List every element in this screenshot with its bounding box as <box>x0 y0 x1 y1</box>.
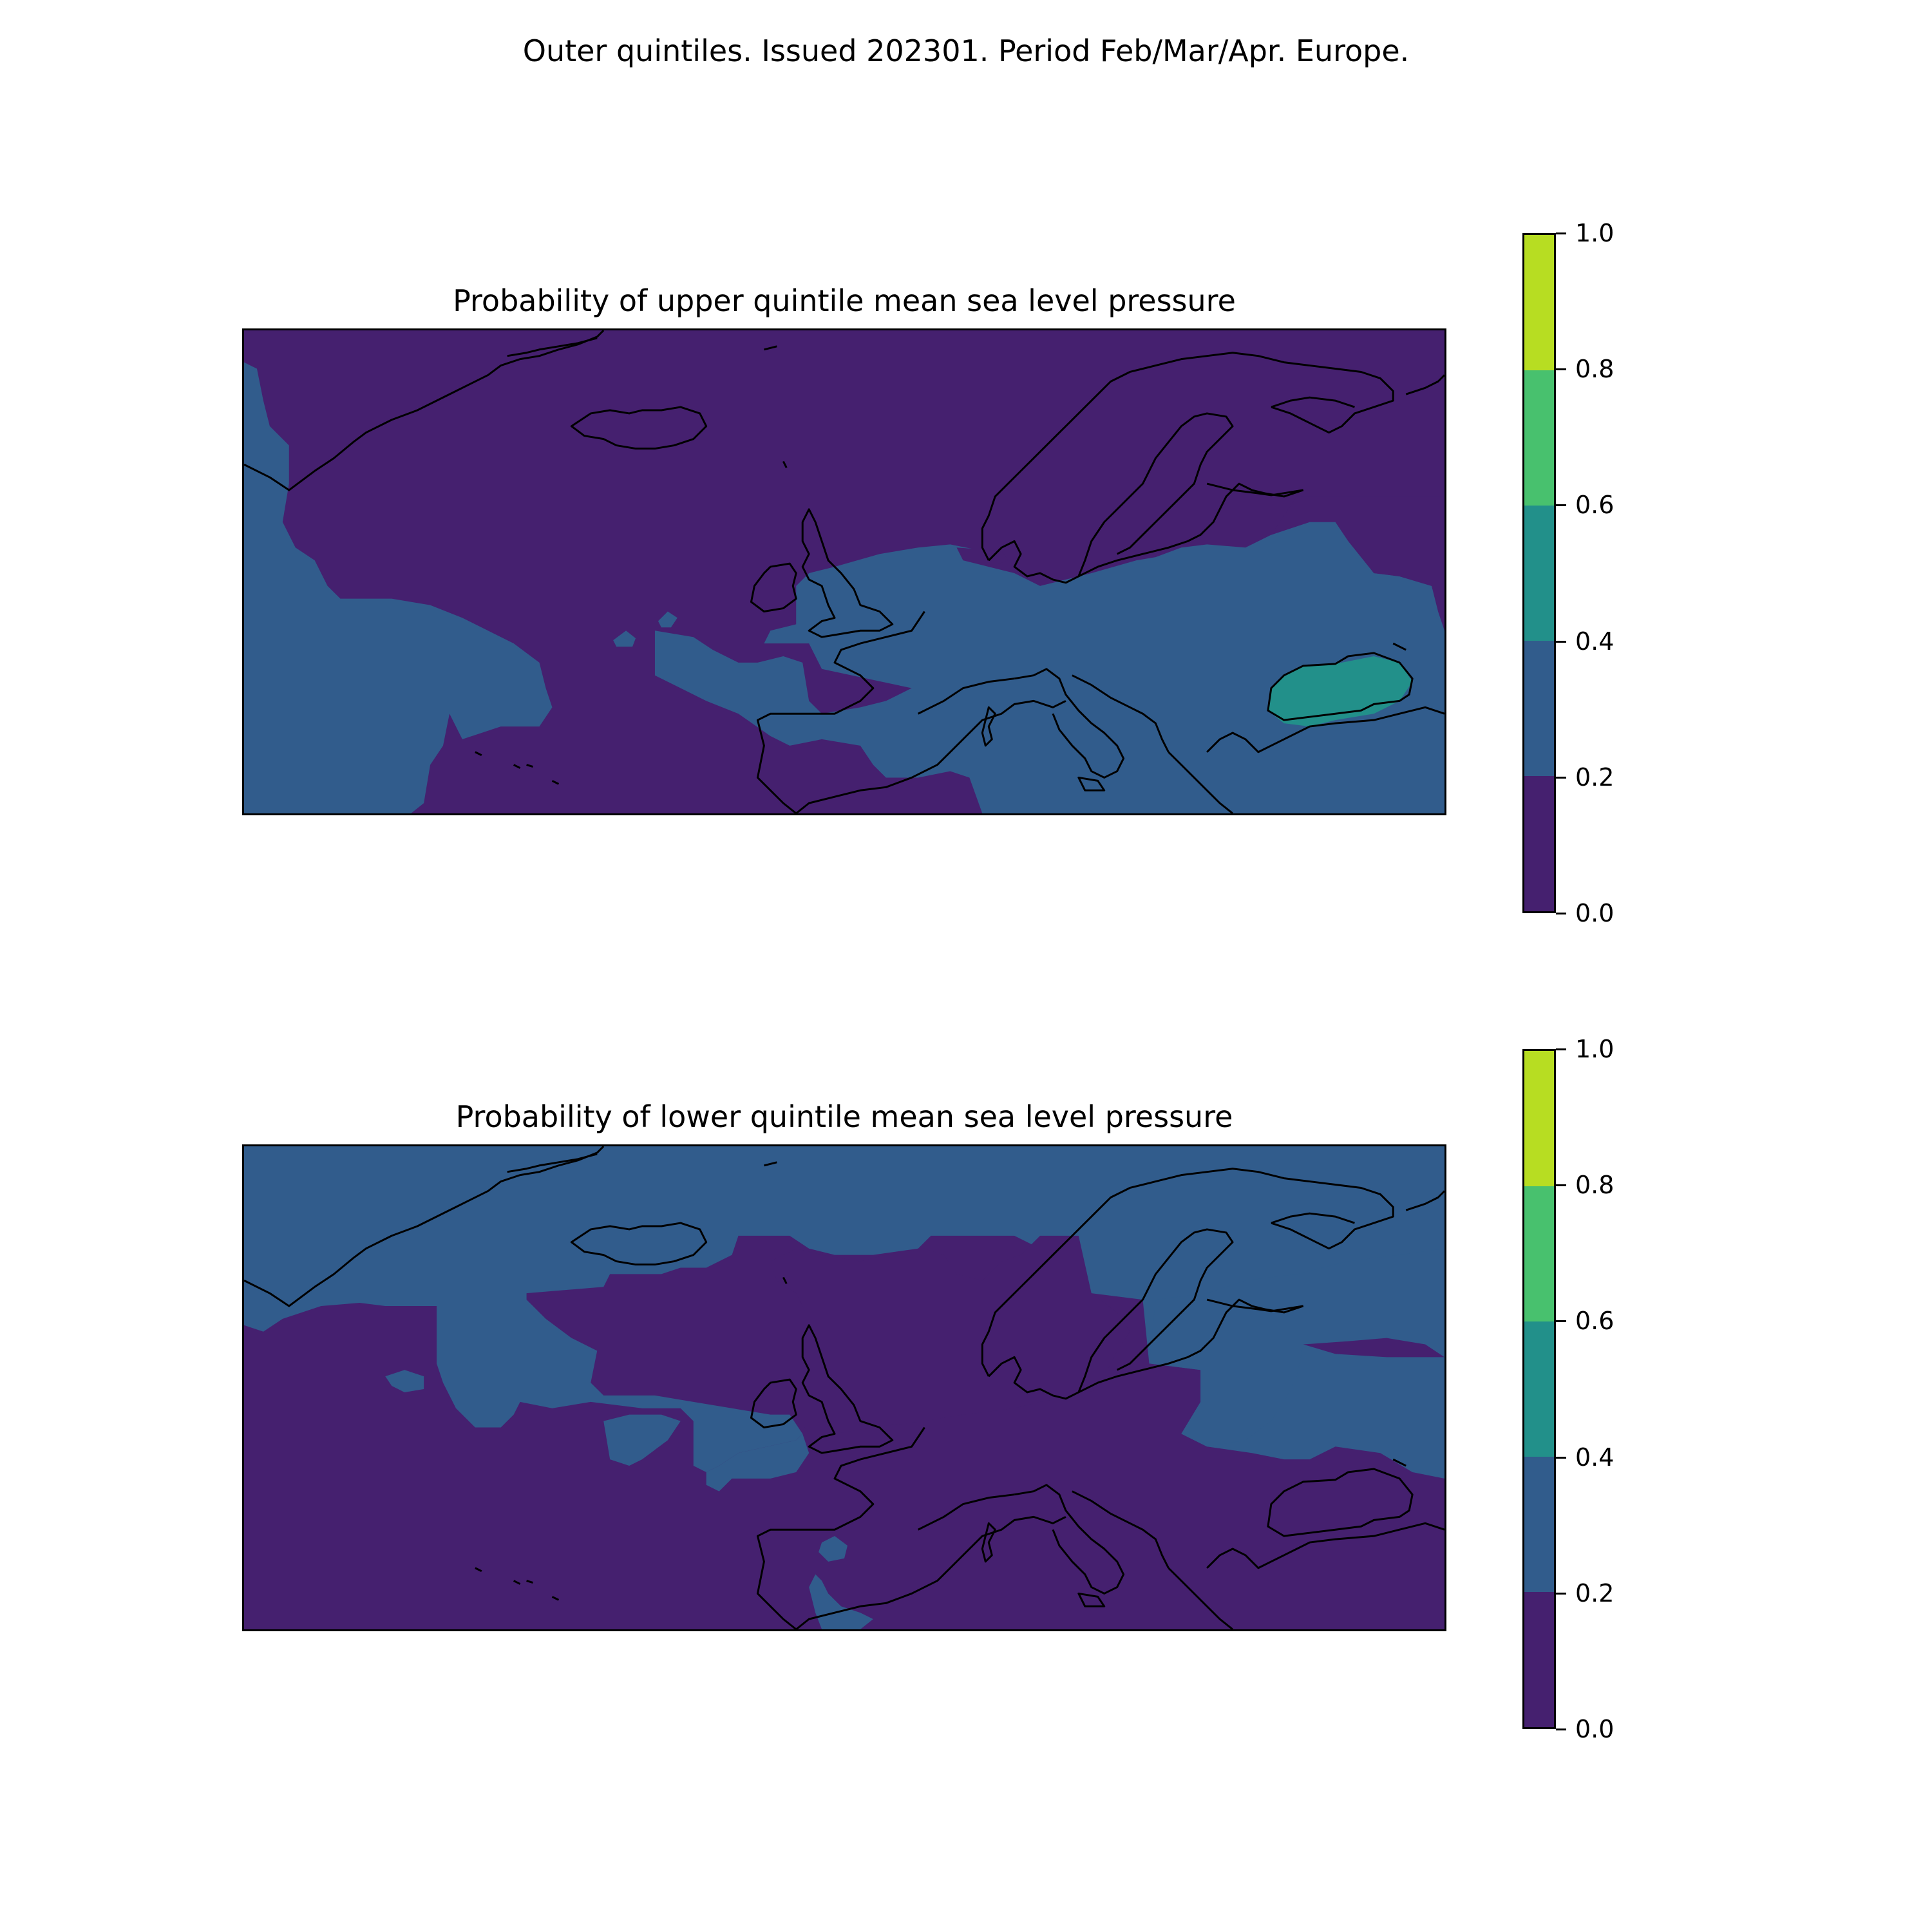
upper-colorbar-tick-label: 0.0 <box>1575 899 1615 927</box>
upper-colorbar-tick-label: 0.8 <box>1575 355 1615 383</box>
upper-coast-baltic <box>1078 482 1304 578</box>
upper-region-atlantic-patch-2 <box>658 611 677 628</box>
lower-coastlines <box>244 1146 1444 1629</box>
lower-quintile-map <box>242 1144 1446 1631</box>
lower-region-atlantic-patch-3 <box>706 1434 810 1492</box>
lower-coast-greenland-north <box>507 1153 598 1173</box>
upper-coast-great-britain <box>801 508 894 638</box>
upper-region-black-sea-high <box>1267 656 1413 727</box>
lower-colorbar-band-0.6-0.8 <box>1524 1186 1554 1321</box>
upper-coast-jan-mayen <box>764 345 777 351</box>
upper-coast-italy <box>1014 668 1125 779</box>
upper-colorbar-tick-label: 1.0 <box>1575 219 1615 247</box>
upper-colorbar-tick-label: 0.6 <box>1575 491 1615 519</box>
lower-coast-faroes <box>782 1276 788 1284</box>
upper-coast-iberia-south <box>795 699 1066 813</box>
lower-region-atlantic-patch-1 <box>385 1370 424 1392</box>
lower-coast-ireland <box>750 1378 797 1428</box>
lower-coast-denmark <box>988 1356 1079 1400</box>
upper-colorbar-band-0.2-0.4 <box>1524 641 1554 776</box>
upper-coast-kola-white-sea <box>1271 374 1444 408</box>
lower-coast-corsica-sardinia <box>981 1522 996 1563</box>
upper-coast-norway <box>981 352 1394 561</box>
lower-coast-turkey <box>1283 1522 1444 1557</box>
upper-map-canvas <box>244 330 1444 813</box>
lower-colorbar-band-0.2-0.4 <box>1524 1457 1554 1592</box>
upper-coast-greenland <box>244 330 605 491</box>
lower-coast-italy <box>1014 1484 1125 1595</box>
upper-colorbar-band-0.0-0.2 <box>1524 776 1554 911</box>
lower-colorbar-tick-label: 0.0 <box>1575 1715 1615 1743</box>
upper-coast-greenland-north <box>507 337 598 357</box>
upper-coast-sicily <box>1077 776 1106 791</box>
upper-quintile-map <box>242 328 1446 815</box>
upper-coast-azores <box>475 751 560 785</box>
upper-region-north-sea-low <box>956 547 1009 567</box>
lower-region-east-europe <box>1149 1248 1444 1447</box>
figure-title: Outer quintiles. Issued 202301. Period F… <box>522 33 1410 68</box>
lower-region-north-sea-low <box>770 1235 1130 1434</box>
lower-map-canvas <box>244 1146 1444 1629</box>
upper-coast-finland-gulf <box>1206 482 1303 497</box>
upper-coastlines <box>244 330 1444 813</box>
upper-coast-denmark <box>988 540 1079 584</box>
lower-colorbar <box>1522 1049 1556 1729</box>
upper-panel-title: Probability of upper quintile mean sea l… <box>453 283 1236 318</box>
upper-coast-caspian-edge <box>1392 642 1406 651</box>
lower-coast-greenland <box>244 1146 605 1307</box>
lower-coast-sweden <box>1077 1228 1234 1393</box>
lower-coast-europe-west <box>756 1426 925 1629</box>
upper-colorbar <box>1522 233 1556 913</box>
lower-colorbar-tick-label: 0.6 <box>1575 1307 1615 1335</box>
upper-region-east-low <box>1271 496 1444 631</box>
lower-coast-kola-white-sea <box>1271 1190 1444 1224</box>
lower-colorbar-band-0.4-0.6 <box>1524 1321 1554 1457</box>
upper-coast-iceland <box>570 406 708 450</box>
lower-coast-adriatic <box>1072 1490 1170 1569</box>
lower-panel-title: Probability of lower quintile mean sea l… <box>455 1099 1233 1134</box>
upper-colorbar-tick-label: 0.2 <box>1575 763 1615 791</box>
upper-coast-balkans-greece <box>1168 732 1285 813</box>
upper-coast-europe-west <box>756 611 925 813</box>
lower-region-iberia-patch <box>819 1536 848 1562</box>
lower-colorbar-tick-label: 0.4 <box>1575 1443 1615 1472</box>
lower-coast-black-sea <box>1267 1468 1414 1537</box>
upper-colorbar-band-0.6-0.8 <box>1524 370 1554 506</box>
lower-coast-sicily <box>1077 1592 1106 1607</box>
lower-colorbar-tick-label: 0.2 <box>1575 1579 1615 1607</box>
lower-coast-norway <box>981 1168 1394 1377</box>
upper-coast-turkey <box>1283 706 1444 741</box>
lower-coast-jan-mayen <box>764 1161 777 1167</box>
upper-region-west-strip <box>244 362 553 813</box>
lower-colorbar-band-0.8-1.0 <box>1524 1051 1554 1186</box>
lower-colorbar-tick-label: 0.8 <box>1575 1171 1615 1199</box>
lower-coast-great-britain <box>801 1324 894 1454</box>
lower-coast-finland-gulf <box>1206 1298 1303 1312</box>
upper-colorbar-band-0.8-1.0 <box>1524 235 1554 370</box>
lower-coast-caspian-edge <box>1392 1458 1406 1467</box>
upper-coast-sweden <box>1077 412 1234 577</box>
lower-region-east-low-strip <box>1303 1338 1444 1358</box>
upper-coast-faroes <box>782 460 788 468</box>
lower-colorbar-tick-label: 1.0 <box>1575 1035 1615 1063</box>
upper-coast-adriatic <box>1072 674 1170 753</box>
lower-coast-balkans-greece <box>1168 1548 1285 1629</box>
upper-colorbar-band-0.4-0.6 <box>1524 506 1554 641</box>
upper-region-atlantic-patch-1 <box>613 630 636 647</box>
lower-coast-azores <box>475 1567 560 1601</box>
upper-colorbar-tick-label: 0.4 <box>1575 627 1615 656</box>
upper-coast-ireland <box>750 562 797 612</box>
lower-coast-iceland <box>570 1222 708 1266</box>
upper-coast-mediterranean-france <box>917 677 1015 715</box>
lower-coast-baltic <box>1078 1298 1304 1394</box>
lower-coast-mediterranean-france <box>917 1493 1015 1531</box>
lower-region-atlantic-patch-2 <box>603 1414 681 1466</box>
lower-colorbar-band-0.0-0.2 <box>1524 1592 1554 1727</box>
lower-coast-iberia-south <box>795 1515 1066 1629</box>
upper-coast-black-sea <box>1267 652 1414 721</box>
lower-region-north-atlantic <box>244 1146 1444 1629</box>
upper-coast-corsica-sardinia <box>981 706 996 747</box>
